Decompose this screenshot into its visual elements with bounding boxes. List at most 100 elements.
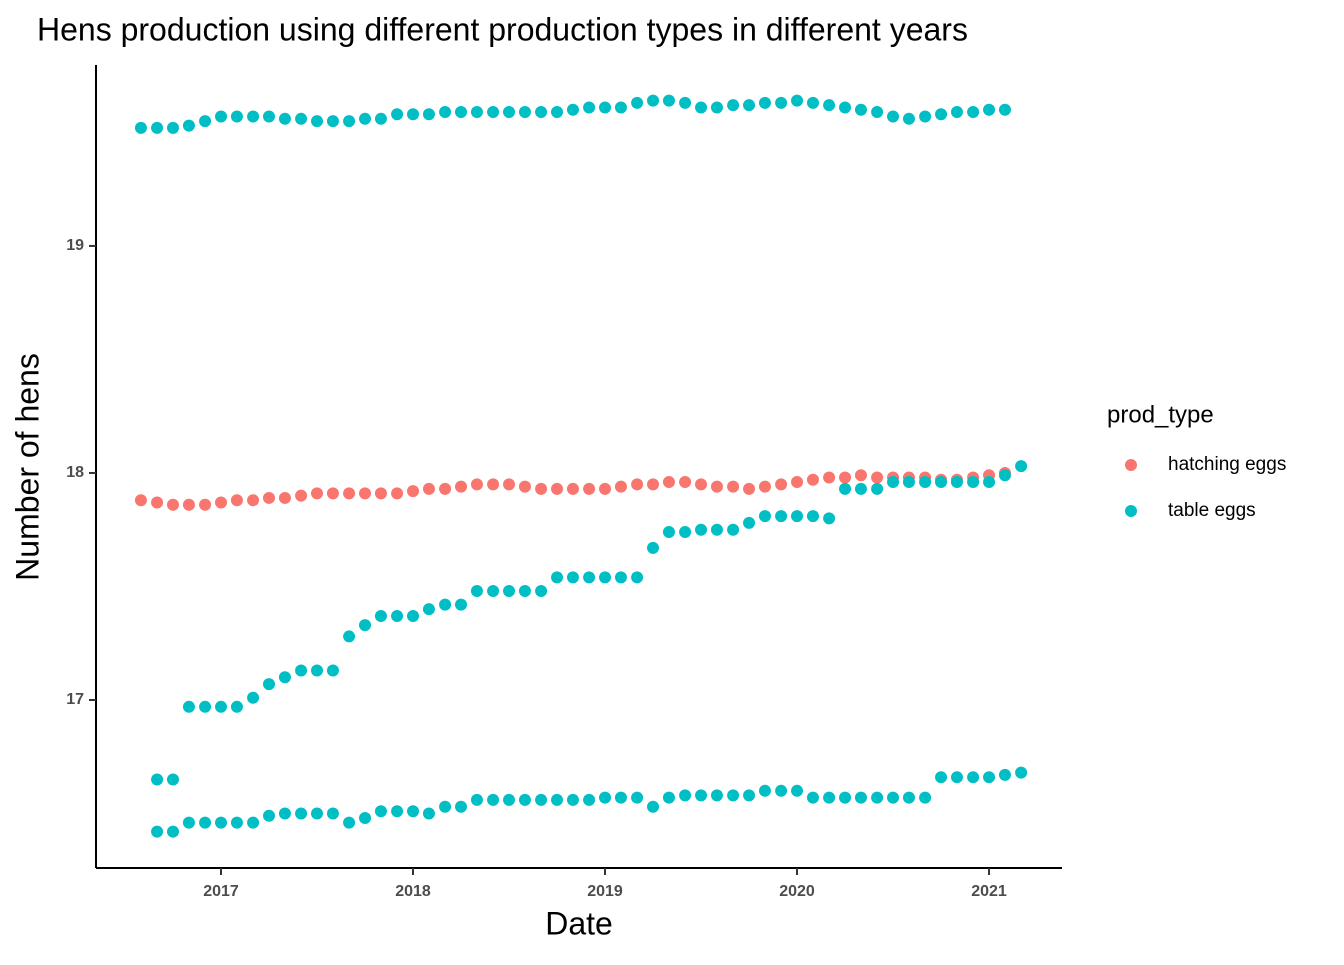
point	[614, 571, 627, 584]
point	[455, 480, 468, 493]
legend-title: prod_type	[1107, 401, 1214, 428]
point	[566, 793, 579, 806]
point	[182, 816, 195, 829]
point	[758, 480, 771, 493]
point	[470, 105, 483, 118]
point	[295, 489, 308, 502]
point	[439, 598, 452, 611]
point	[806, 791, 819, 804]
y-tick-label: 18	[66, 464, 84, 481]
point	[823, 512, 836, 525]
chart-title: Hens production using different producti…	[37, 11, 968, 47]
point	[998, 768, 1011, 781]
point	[919, 110, 932, 123]
point	[631, 571, 644, 584]
point	[727, 480, 740, 493]
point	[374, 805, 387, 818]
y-tick-label: 17	[66, 691, 84, 708]
point	[359, 112, 372, 125]
point	[278, 112, 291, 125]
point	[407, 609, 420, 622]
point	[583, 101, 596, 114]
point	[791, 784, 804, 797]
point	[887, 476, 900, 489]
point	[599, 482, 612, 495]
point	[343, 487, 356, 500]
x-tick-label: 2018	[395, 883, 431, 900]
point	[166, 825, 179, 838]
point	[326, 115, 339, 128]
point	[278, 491, 291, 504]
point	[599, 791, 612, 804]
point	[391, 609, 404, 622]
point	[775, 510, 788, 523]
point	[647, 478, 660, 491]
point	[823, 791, 836, 804]
point	[743, 789, 756, 802]
point	[326, 664, 339, 677]
point	[151, 825, 164, 838]
point	[518, 793, 531, 806]
point	[758, 510, 771, 523]
point	[950, 105, 963, 118]
point	[679, 789, 692, 802]
point	[199, 700, 212, 713]
point	[487, 793, 500, 806]
point	[614, 480, 627, 493]
point	[806, 473, 819, 486]
point	[551, 482, 564, 495]
point	[695, 789, 708, 802]
point	[679, 525, 692, 538]
point	[487, 478, 500, 491]
point	[631, 96, 644, 109]
point	[247, 494, 260, 507]
point	[230, 816, 243, 829]
point	[151, 121, 164, 134]
point	[503, 105, 516, 118]
point	[166, 121, 179, 134]
point	[134, 494, 147, 507]
x-tick-label: 2017	[203, 883, 239, 900]
point	[662, 476, 675, 489]
point	[487, 105, 500, 118]
point	[151, 773, 164, 786]
point	[695, 101, 708, 114]
point	[295, 112, 308, 125]
point	[311, 487, 324, 500]
point	[791, 510, 804, 523]
point	[182, 119, 195, 132]
point	[823, 471, 836, 484]
point	[247, 110, 260, 123]
point	[518, 480, 531, 493]
point	[871, 482, 884, 495]
point	[230, 110, 243, 123]
point	[199, 816, 212, 829]
point	[422, 482, 435, 495]
point	[599, 571, 612, 584]
point	[806, 96, 819, 109]
point	[1015, 460, 1028, 473]
point	[998, 103, 1011, 116]
point	[359, 487, 372, 500]
point	[710, 789, 723, 802]
point	[391, 487, 404, 500]
point	[422, 807, 435, 820]
point	[983, 771, 996, 784]
point	[503, 793, 516, 806]
point	[247, 691, 260, 704]
point	[902, 476, 915, 489]
point	[374, 112, 387, 125]
point	[871, 105, 884, 118]
point	[935, 108, 948, 121]
point	[631, 791, 644, 804]
point	[455, 800, 468, 813]
point	[551, 105, 564, 118]
point	[311, 664, 324, 677]
point	[775, 478, 788, 491]
point	[631, 478, 644, 491]
point	[710, 480, 723, 493]
legend-label: table eggs	[1168, 500, 1256, 521]
point	[854, 482, 867, 495]
point	[679, 96, 692, 109]
